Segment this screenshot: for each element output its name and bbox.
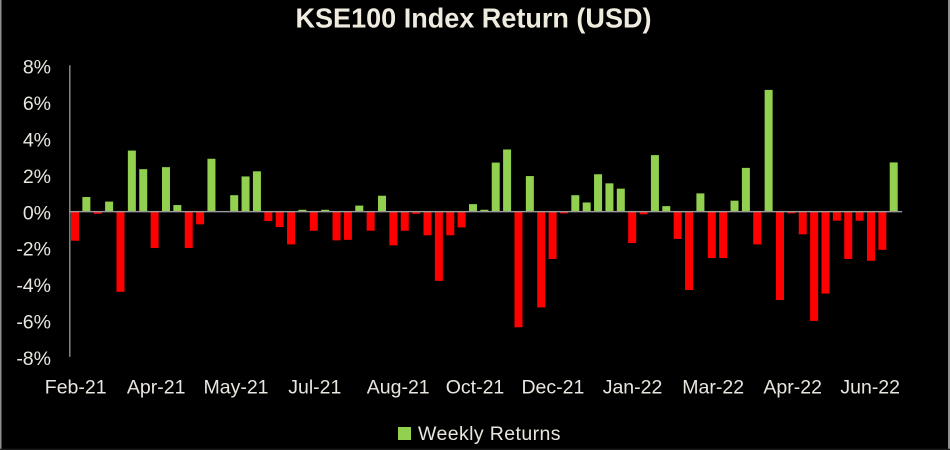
svg-text:Jun-22: Jun-22 — [840, 377, 900, 399]
svg-text:-2%: -2% — [16, 239, 51, 261]
svg-text:8%: 8% — [23, 57, 51, 79]
svg-text:Jan-22: Jan-22 — [603, 377, 663, 399]
svg-text:May-21: May-21 — [203, 377, 268, 399]
svg-text:Jul-21: Jul-21 — [288, 377, 341, 399]
svg-text:Feb-21: Feb-21 — [45, 377, 107, 399]
svg-text:Oct-21: Oct-21 — [446, 377, 505, 399]
svg-text:2%: 2% — [23, 166, 51, 188]
svg-text:KSE100 Index Return (USD): KSE100 Index Return (USD) — [296, 3, 652, 34]
svg-text:Dec-21: Dec-21 — [521, 377, 584, 399]
svg-text:0%: 0% — [23, 202, 51, 224]
svg-text:4%: 4% — [23, 129, 51, 151]
svg-text:-6%: -6% — [16, 312, 51, 334]
svg-text:Apr-21: Apr-21 — [127, 377, 186, 399]
svg-text:-8%: -8% — [16, 348, 51, 370]
svg-text:Aug-21: Aug-21 — [367, 377, 430, 399]
svg-text:Weekly Returns: Weekly Returns — [418, 423, 561, 445]
svg-text:Mar-22: Mar-22 — [682, 377, 744, 399]
svg-text:-4%: -4% — [16, 275, 51, 297]
svg-text:Apr-22: Apr-22 — [763, 377, 822, 399]
svg-text:6%: 6% — [23, 93, 51, 115]
